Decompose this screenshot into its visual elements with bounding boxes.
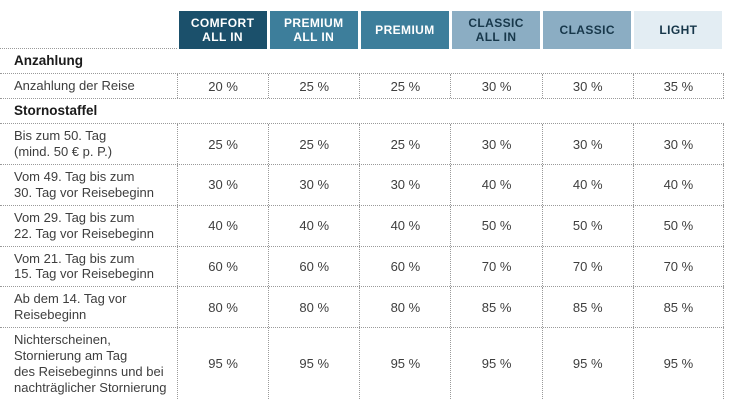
value-cell-light: 95 % bbox=[632, 327, 724, 400]
row-label: Nichterscheinen, Stornierung am Tag des Re… bbox=[0, 328, 177, 399]
value-cell-light: 85 % bbox=[632, 287, 724, 327]
value-cell-comfort-all-in: 60 % bbox=[177, 246, 268, 287]
row-label: Ab dem 14. Tag vor Reisebeginn bbox=[0, 287, 177, 327]
value-cell-classic-all-in: 30 % bbox=[450, 74, 541, 99]
column-header-line: ALL IN bbox=[293, 30, 335, 44]
value-cell-premium: 80 % bbox=[359, 287, 450, 327]
column-header-comfort-all-in: COMFORT ALL IN bbox=[178, 11, 267, 49]
header-row: COMFORT ALL IN PREMIUM ALL IN PREMIUM CLASSIC… bbox=[0, 11, 724, 49]
value-cell-comfort-all-in: 95 % bbox=[177, 327, 268, 400]
row-label-line: nachträglicher Stornierung bbox=[14, 379, 167, 395]
row-label: Vom 21. Tag bis zum 15. Tag vor Reisebegi… bbox=[0, 247, 177, 287]
row-label-line: Ab dem 14. Tag vor bbox=[14, 291, 127, 307]
column-header-classic: CLASSIC bbox=[543, 11, 632, 49]
value-cell-classic: 85 % bbox=[541, 287, 633, 327]
column-header-classic-all-in: CLASSIC ALL IN bbox=[451, 11, 541, 49]
value-cell-premium: 40 % bbox=[359, 205, 450, 246]
value-cell-classic-all-in: 70 % bbox=[450, 246, 541, 287]
value-cell-comfort-all-in: 80 % bbox=[177, 287, 268, 327]
value-cell-classic: 30 % bbox=[541, 74, 633, 99]
row-label-line: 22. Tag vor Reisebeginn bbox=[14, 225, 154, 241]
value-cell-premium-all-in: 60 % bbox=[268, 246, 359, 287]
header-spacer bbox=[0, 11, 177, 49]
value-cell-premium-all-in: 95 % bbox=[268, 327, 359, 400]
value-cell-premium: 25 % bbox=[359, 74, 450, 99]
value-cell-premium-all-in: 40 % bbox=[268, 205, 359, 246]
row-label-line: Vom 29. Tag bis zum bbox=[14, 209, 135, 225]
row-label-line: Vom 49. Tag bis zum bbox=[14, 169, 135, 185]
value-cell-classic-all-in: 30 % bbox=[450, 124, 541, 165]
row-label-line: Bis zum 50. Tag bbox=[14, 128, 107, 144]
column-header-line: LIGHT bbox=[659, 22, 698, 37]
table-row: Nichterscheinen, Stornierung am Tag des Re… bbox=[0, 327, 724, 400]
value-cell-premium-all-in: 30 % bbox=[268, 165, 359, 205]
column-header-line: CLASSIC bbox=[559, 22, 615, 37]
row-label-line: Vom 21. Tag bis zum bbox=[14, 250, 135, 266]
value-cell-light: 70 % bbox=[632, 246, 724, 287]
row-label-line: des Reisebeginns und bei bbox=[14, 363, 164, 379]
row-label-line: 30. Tag vor Reisebeginn bbox=[14, 184, 154, 200]
value-cell-light: 35 % bbox=[632, 74, 724, 99]
table-row: Vom 29. Tag bis zum 22. Tag vor Reisebegi… bbox=[0, 205, 724, 247]
value-cell-light: 40 % bbox=[632, 165, 724, 205]
column-header-line: ALL IN bbox=[475, 30, 517, 44]
value-cell-classic-all-in: 85 % bbox=[450, 287, 541, 327]
column-header-line: PREMIUM bbox=[375, 22, 435, 37]
row-label: Vom 29. Tag bis zum 22. Tag vor Reisebegi… bbox=[0, 206, 177, 246]
value-cell-classic: 30 % bbox=[541, 124, 633, 165]
value-cell-comfort-all-in: 25 % bbox=[177, 124, 268, 165]
column-header-line: CLASSIC bbox=[468, 15, 524, 30]
column-header-premium: PREMIUM bbox=[360, 11, 449, 49]
value-cell-classic-all-in: 50 % bbox=[450, 205, 541, 246]
row-label-line: 15. Tag vor Reisebeginn bbox=[14, 266, 154, 282]
value-cell-classic-all-in: 40 % bbox=[450, 165, 541, 205]
table-row: Bis zum 50. Tag (mind. 50 € p. P.) 25 % 25 … bbox=[0, 124, 724, 166]
column-header-line: ALL IN bbox=[202, 30, 243, 44]
row-label: Bis zum 50. Tag (mind. 50 € p. P.) bbox=[0, 124, 177, 164]
section-header: Stornostaffel bbox=[0, 99, 724, 125]
table-row: Vom 49. Tag bis zum 30. Tag vor Reisebegi… bbox=[0, 165, 724, 206]
section-header: Anzahlung bbox=[0, 49, 724, 75]
value-cell-premium-all-in: 25 % bbox=[268, 74, 359, 99]
value-cell-classic: 95 % bbox=[541, 327, 633, 400]
row-label: Anzahlung der Reise bbox=[0, 74, 177, 98]
column-header-premium-all-in: PREMIUM ALL IN bbox=[269, 11, 358, 49]
column-header-line: COMFORT bbox=[190, 15, 255, 30]
value-cell-premium: 95 % bbox=[359, 327, 450, 400]
row-label: Vom 49. Tag bis zum 30. Tag vor Reisebegi… bbox=[0, 165, 177, 205]
value-cell-classic: 70 % bbox=[541, 246, 633, 287]
row-label-line: Stornierung am Tag bbox=[14, 347, 128, 363]
value-cell-light: 30 % bbox=[632, 124, 724, 165]
value-cell-premium: 30 % bbox=[359, 165, 450, 205]
column-header-light: LIGHT bbox=[634, 11, 723, 49]
value-cell-comfort-all-in: 30 % bbox=[177, 165, 268, 205]
value-cell-light: 50 % bbox=[632, 205, 724, 246]
row-label-line: Anzahlung der Reise bbox=[14, 78, 135, 94]
value-cell-premium-all-in: 80 % bbox=[268, 287, 359, 327]
value-cell-classic: 40 % bbox=[541, 165, 633, 205]
value-cell-classic-all-in: 95 % bbox=[450, 327, 541, 400]
row-label-line: (mind. 50 € p. P.) bbox=[14, 144, 113, 160]
table-row: Vom 21. Tag bis zum 15. Tag vor Reisebegi… bbox=[0, 246, 724, 288]
tariff-conditions-table: COMFORT ALL IN PREMIUM ALL IN PREMIUM CLASSIC… bbox=[0, 11, 724, 400]
value-cell-premium-all-in: 25 % bbox=[268, 124, 359, 165]
row-label-line: Nichterscheinen, bbox=[14, 331, 111, 347]
column-header-line: PREMIUM bbox=[284, 15, 344, 30]
table-body: Anzahlung Anzahlung der Reise 20 % 25 % 25 %… bbox=[0, 49, 724, 400]
value-cell-comfort-all-in: 20 % bbox=[177, 74, 268, 99]
table-row: Ab dem 14. Tag vor Reisebeginn 80 % 80 % 80 … bbox=[0, 287, 724, 328]
row-label-line: Reisebeginn bbox=[14, 307, 87, 323]
value-cell-classic: 50 % bbox=[541, 205, 633, 246]
value-cell-premium: 25 % bbox=[359, 124, 450, 165]
table-row: Anzahlung der Reise 20 % 25 % 25 % 30 % 30 % 3… bbox=[0, 74, 724, 100]
value-cell-comfort-all-in: 40 % bbox=[177, 205, 268, 246]
value-cell-premium: 60 % bbox=[359, 246, 450, 287]
